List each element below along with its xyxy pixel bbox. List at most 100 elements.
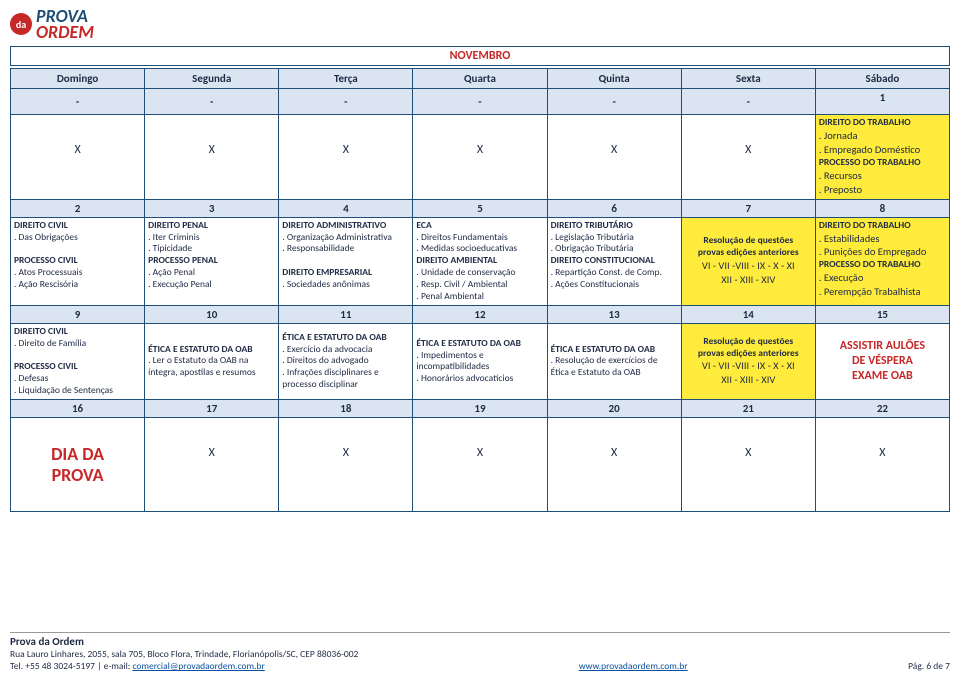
day: 17 xyxy=(145,400,279,418)
t: . Preposto xyxy=(819,183,862,196)
t: DIREITO DO TRABALHO xyxy=(819,219,911,231)
cell-x: X xyxy=(145,115,279,199)
day: 13 xyxy=(547,305,681,323)
day: 18 xyxy=(279,400,413,418)
t: DIREITO CONSTITUCIONAL xyxy=(551,254,655,266)
cell-x: X xyxy=(547,115,681,199)
cell-3: DIREITO PENAL . Iter Criminis . Tipicida… xyxy=(145,217,279,305)
t: VI - VII -VIII - IX - X - XI xyxy=(702,359,795,372)
t: incompatibilidades xyxy=(416,360,489,372)
weekday: Quarta xyxy=(413,69,547,89)
daynum-row-4: 16 17 18 19 20 21 22 xyxy=(11,400,950,418)
t: . Estabilidades xyxy=(819,232,880,245)
t: . Direitos do advogado xyxy=(282,354,368,366)
t: . Das Obrigações xyxy=(14,231,78,243)
footer-site-link[interactable]: www.provadaordem.com.br xyxy=(579,660,688,672)
t: XII - XIII - XIV xyxy=(721,373,775,386)
cell-9: DIREITO CIVIL . Direito de Família PROCE… xyxy=(11,323,145,399)
day: 3 xyxy=(145,199,279,217)
t: . Responsabilidade xyxy=(282,242,354,254)
cell-7: Resolução de questões provas edições ant… xyxy=(681,217,815,305)
content-row-3: DIREITO CIVIL . Direito de Família PROCE… xyxy=(11,323,950,399)
t: . Tipicidade xyxy=(148,242,192,254)
day-dash: - xyxy=(413,89,547,115)
cell-x: X xyxy=(413,418,547,512)
t: EXAME OAB xyxy=(852,369,913,383)
t: . Execução Penal xyxy=(148,278,212,290)
cell-x: X xyxy=(815,418,949,512)
t: processo disciplinar xyxy=(282,378,358,390)
cell-x: X xyxy=(279,418,413,512)
t: PROCESSO PENAL xyxy=(148,254,218,266)
t: Ética e Estatuto da OAB xyxy=(551,366,641,378)
t: . Infrações disciplinares e xyxy=(282,366,378,378)
t: DIREITO DO TRABALHO xyxy=(819,116,911,128)
t: . Resolução de exercícios de xyxy=(551,354,658,366)
daynum-row-3: 9 10 11 12 13 14 15 xyxy=(11,305,950,323)
cell-10: ÉTICA E ESTATUTO DA OAB . Ler o Estatuto… xyxy=(145,323,279,399)
weekday: Sexta xyxy=(681,69,815,89)
t: . Legislação Tributária xyxy=(551,231,634,243)
weekday: Domingo xyxy=(11,69,145,89)
t: VI - VII -VIII - IX - X - XI xyxy=(702,259,795,272)
cell-2: DIREITO CIVIL . Das Obrigações PROCESSO … xyxy=(11,217,145,305)
t: PROCESSO DO TRABALHO xyxy=(819,258,921,270)
t: DIA DA xyxy=(51,443,104,465)
logo: da PROVA ORDEM xyxy=(10,8,950,40)
t: . Ação Rescisória xyxy=(14,278,78,290)
t: . Jornada xyxy=(819,129,858,142)
day: 8 xyxy=(815,199,949,217)
daynum-row-1: - - - - - - 1 xyxy=(11,89,950,115)
t: . Penal Ambiental xyxy=(416,290,484,302)
cell-x: X xyxy=(279,115,413,199)
t: . Unidade de conservação xyxy=(416,266,515,278)
t: . Iter Criminis xyxy=(148,231,199,243)
t: PROVA xyxy=(52,464,104,486)
t: . Repartição Const. de Comp. xyxy=(551,266,662,278)
t: . Medidas socioeducativas xyxy=(416,242,517,254)
day: 14 xyxy=(681,305,815,323)
day-dash: - xyxy=(145,89,279,115)
t: ECA xyxy=(416,219,431,231)
cell-14: Resolução de questões provas edições ant… xyxy=(681,323,815,399)
day-1: 1 xyxy=(815,89,949,115)
cell-8: DIREITO DO TRABALHO . Estabilidades . Pu… xyxy=(815,217,949,305)
t: . Ação Penal xyxy=(148,266,195,278)
weekday: Quinta xyxy=(547,69,681,89)
cell-x: X xyxy=(145,418,279,512)
cell-x: X xyxy=(11,115,145,199)
content-row-4: DIA DA PROVA X X X X X X xyxy=(11,418,950,512)
t: ÉTICA E ESTATUTO DA OAB xyxy=(416,337,520,349)
t: . Liquidação de Sentenças xyxy=(14,384,113,396)
t: . Defesas xyxy=(14,372,48,384)
page: da PROVA ORDEM NOVEMBRO Domingo Segunda … xyxy=(0,0,960,672)
t: ASSISTIR AULÕES xyxy=(840,339,925,353)
day: 6 xyxy=(547,199,681,217)
weekday: Segunda xyxy=(145,69,279,89)
t: . Recursos xyxy=(819,169,862,182)
day: 2 xyxy=(11,199,145,217)
t: . Ações Constitucionais xyxy=(551,278,639,290)
daynum-row-2: 2 3 4 5 6 7 8 xyxy=(11,199,950,217)
t: provas edições anteriores xyxy=(698,246,799,258)
day: 19 xyxy=(413,400,547,418)
day: 12 xyxy=(413,305,547,323)
content-row-1: X X X X X X DIREITO DO TRABALHO . Jornad… xyxy=(11,115,950,199)
day: 7 xyxy=(681,199,815,217)
t: . Empregado Doméstico xyxy=(819,143,920,156)
footer-left: Prova da Ordem Rua Lauro Linhares, 2055,… xyxy=(10,635,358,672)
cell-x: X xyxy=(681,115,815,199)
t: DIREITO CIVIL xyxy=(14,219,68,231)
t: . Direitos Fundamentais xyxy=(416,231,507,243)
calendar-table: Domingo Segunda Terça Quarta Quinta Sext… xyxy=(10,68,950,512)
footer-email-link[interactable]: comercial@provadaordem.com.br xyxy=(132,660,264,672)
cell-x: X xyxy=(547,418,681,512)
t: Resolução de questões xyxy=(703,234,793,246)
t: . Obrigação Tributária xyxy=(551,242,634,254)
day: 9 xyxy=(11,305,145,323)
cell-4: DIREITO ADMINISTRATIVO . Organização Adm… xyxy=(279,217,413,305)
day: 22 xyxy=(815,400,949,418)
t: ÉTICA E ESTATUTO DA OAB xyxy=(282,331,386,343)
day-dash: - xyxy=(547,89,681,115)
t: PROCESSO CIVIL xyxy=(14,254,78,266)
